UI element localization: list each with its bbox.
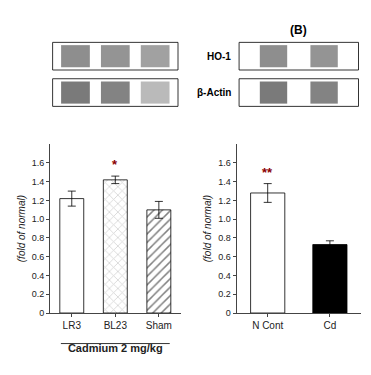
svg-text:(fold of normal): (fold of normal)	[202, 195, 213, 262]
svg-text:(B): (B)	[290, 23, 307, 37]
svg-text:0.6: 0.6	[218, 252, 231, 262]
svg-text:1.0: 1.0	[32, 214, 45, 224]
svg-text:0.8: 0.8	[218, 233, 231, 243]
svg-text:Sham: Sham	[146, 320, 172, 331]
svg-text:0.2: 0.2	[218, 289, 231, 299]
svg-text:LR3: LR3	[63, 320, 82, 331]
svg-text:1.0: 1.0	[218, 214, 231, 224]
svg-text:BL23: BL23	[104, 320, 128, 331]
svg-text:0: 0	[39, 308, 44, 318]
svg-text:*: *	[112, 157, 118, 172]
svg-text:Cadmium 2 mg/kg: Cadmium 2 mg/kg	[68, 342, 163, 354]
svg-text:1.2: 1.2	[218, 196, 231, 206]
svg-text:0.6: 0.6	[32, 252, 45, 262]
svg-text:1.2: 1.2	[32, 196, 45, 206]
svg-text:0.2: 0.2	[32, 289, 45, 299]
svg-text:1.6: 1.6	[218, 158, 231, 168]
svg-text:0.4: 0.4	[218, 271, 231, 281]
svg-text:(fold of normal): (fold of normal)	[16, 195, 27, 262]
svg-text:β-Actin: β-Actin	[197, 87, 231, 98]
svg-text:HO-1: HO-1	[207, 51, 231, 62]
svg-text:**: **	[262, 165, 273, 180]
svg-text:0: 0	[226, 308, 231, 318]
svg-text:Cd: Cd	[324, 320, 337, 331]
svg-text:1.4: 1.4	[32, 177, 45, 187]
svg-text:1.6: 1.6	[32, 158, 45, 168]
svg-text:0.8: 0.8	[32, 233, 45, 243]
svg-text:0.4: 0.4	[32, 271, 45, 281]
svg-text:1.4: 1.4	[218, 177, 231, 187]
svg-text:N Cont: N Cont	[252, 320, 283, 331]
